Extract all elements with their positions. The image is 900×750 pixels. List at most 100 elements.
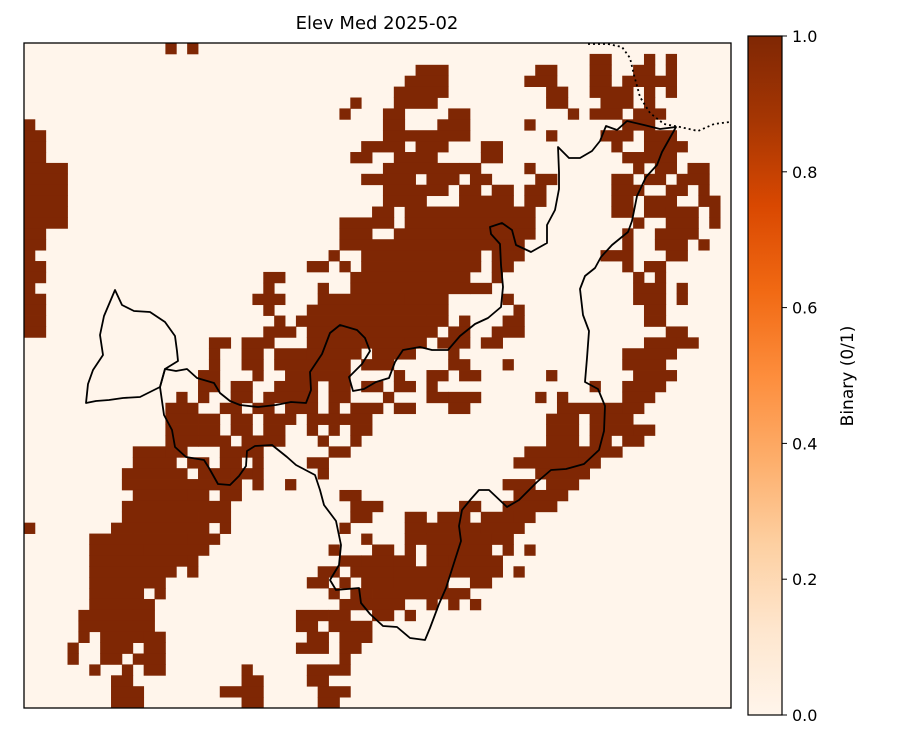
cell-value-1 <box>24 250 36 262</box>
cell-value-1 <box>556 402 601 415</box>
cell-value-1 <box>361 359 395 371</box>
cell-value-1 <box>459 500 482 513</box>
cell-value-1 <box>24 304 47 316</box>
cell-value-1 <box>404 75 449 87</box>
cell-value-1 <box>306 326 438 338</box>
cell-value-1 <box>448 555 503 567</box>
cell-value-1 <box>198 424 221 436</box>
cell-value-1 <box>89 566 177 578</box>
cell-value-1 <box>24 261 47 273</box>
cell-value-1 <box>241 359 264 371</box>
cell-value-1 <box>252 402 275 415</box>
cell-value-1 <box>154 588 166 600</box>
cell-value-1 <box>546 97 569 109</box>
cell-value-1 <box>633 64 656 77</box>
cell-value-1 <box>317 370 351 382</box>
cell-value-1 <box>665 206 699 218</box>
cell-value-1 <box>350 152 373 164</box>
cell-value-1 <box>350 97 362 109</box>
cell-value-1 <box>404 206 503 218</box>
cell-value-1 <box>263 413 297 425</box>
cell-value-1 <box>426 173 460 186</box>
cell-value-1 <box>121 479 221 491</box>
cell-value-1 <box>665 53 678 66</box>
cell-value-1 <box>24 130 47 142</box>
cell-value-1 <box>328 446 351 458</box>
cell-value-1 <box>165 424 199 436</box>
cell-value-1 <box>643 97 656 109</box>
cell-value-1 <box>654 228 699 240</box>
cell-value-1 <box>89 533 188 545</box>
cell-value-1 <box>546 86 569 98</box>
cell-value-1 <box>339 413 373 425</box>
cell-value-1 <box>78 620 134 633</box>
cell-value-1 <box>622 402 645 415</box>
cell-value-1 <box>480 511 514 524</box>
cell-value-1 <box>67 653 79 665</box>
cell-value-1 <box>263 282 275 295</box>
cell-value-1 <box>328 664 351 676</box>
cell-value-1 <box>24 162 68 175</box>
cell-value-1 <box>622 75 656 87</box>
cell-value-1 <box>230 391 253 404</box>
cell-value-1 <box>404 217 503 229</box>
cell-value-1 <box>469 282 493 295</box>
cell-value-1 <box>187 402 199 415</box>
cell-value-1 <box>404 337 427 349</box>
cell-value-1 <box>24 326 47 338</box>
cell-value-1 <box>306 457 329 469</box>
cell-value-1 <box>198 370 221 382</box>
cell-value-1 <box>502 293 514 306</box>
cell-value-1 <box>372 544 395 556</box>
cell-value-1 <box>676 337 699 349</box>
cell-value-1 <box>89 577 166 589</box>
cell-value-1 <box>633 424 656 436</box>
cell-value-1 <box>24 217 68 229</box>
cell-value-1 <box>382 391 395 404</box>
cell-value-1 <box>143 544 210 556</box>
cell-value-1 <box>274 348 308 360</box>
cell-value-1 <box>350 402 384 415</box>
cell-value-1 <box>633 108 667 120</box>
cell-value-1 <box>89 555 188 567</box>
cell-value-1 <box>448 108 471 120</box>
cell-value-1 <box>643 304 667 316</box>
cell-value-1 <box>459 315 471 327</box>
cell-value-1 <box>404 533 427 545</box>
cell-value-1 <box>459 195 514 207</box>
cell-value-1 <box>393 152 438 164</box>
cell-value-1 <box>339 598 406 611</box>
cell-value-1 <box>502 217 536 229</box>
cell-value-1 <box>676 282 688 295</box>
cell-value-1 <box>393 86 449 98</box>
cell-value-1 <box>24 141 47 153</box>
cell-value-1 <box>100 631 112 643</box>
cell-value-1 <box>600 130 634 142</box>
cell-value-1 <box>339 653 351 665</box>
cell-value-1 <box>546 413 580 425</box>
cell-value-1 <box>426 598 438 611</box>
cell-value-1 <box>24 152 47 164</box>
cell-value-1 <box>546 479 580 491</box>
cell-value-1 <box>524 544 536 556</box>
cell-value-1 <box>513 457 547 469</box>
cell-value-1 <box>361 250 482 262</box>
cell-value-1 <box>393 566 427 578</box>
cell-value-1 <box>426 370 449 382</box>
cell-value-1 <box>339 108 351 120</box>
cell-value-1 <box>546 424 580 436</box>
cell-value-1 <box>219 489 242 502</box>
cell-value-1 <box>459 162 482 175</box>
cell-value-1 <box>589 86 634 98</box>
cell-value-1 <box>643 337 678 349</box>
cell-value-1 <box>361 533 373 545</box>
colorbar-gradient <box>747 35 783 716</box>
cell-value-1 <box>524 119 536 131</box>
cell-value-1 <box>350 282 471 295</box>
cell-value-1 <box>393 228 514 240</box>
cell-value-1 <box>361 577 395 589</box>
cell-value-1 <box>165 446 188 458</box>
cell-value-1 <box>274 359 319 371</box>
cell-value-1 <box>404 522 427 534</box>
cell-value-1 <box>546 130 558 142</box>
